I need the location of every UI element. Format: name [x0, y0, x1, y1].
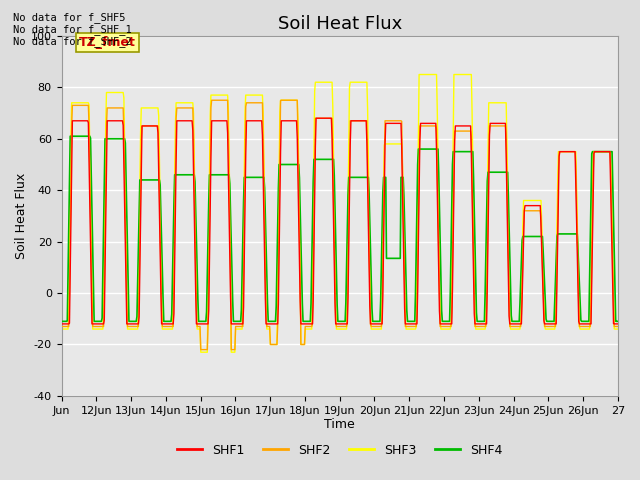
Text: No data for f_SHF_1: No data for f_SHF_1	[13, 24, 132, 35]
SHF3	[123, 285, 131, 290]
SHF4	[67, 133, 74, 139]
SHF3	[275, 224, 282, 229]
SHF2	[58, 324, 65, 329]
Title: Soil Heat Flux: Soil Heat Flux	[278, 15, 402, 33]
SHF2	[430, 123, 438, 129]
SHF4	[429, 146, 436, 152]
SHF3	[398, 141, 406, 147]
SHF1	[312, 115, 320, 121]
Line: SHF2: SHF2	[61, 100, 618, 349]
SHF2	[227, 265, 234, 271]
SHF2	[399, 159, 406, 165]
SHF1	[429, 120, 436, 126]
Line: SHF3: SHF3	[61, 74, 618, 352]
SHF2	[123, 302, 131, 308]
Y-axis label: Soil Heat Flux: Soil Heat Flux	[15, 173, 28, 259]
SHF1	[225, 211, 233, 217]
X-axis label: Time: Time	[324, 419, 355, 432]
SHF1	[614, 321, 621, 327]
SHF2	[254, 100, 262, 106]
SHF4	[398, 174, 406, 180]
SHF3	[614, 326, 621, 332]
Legend: SHF1, SHF2, SHF3, SHF4: SHF1, SHF2, SHF3, SHF4	[172, 439, 508, 462]
SHF1	[58, 321, 65, 327]
SHF3	[430, 72, 438, 77]
Line: SHF1: SHF1	[61, 118, 618, 324]
SHF2	[614, 324, 621, 329]
Text: No data for f_SHF5: No data for f_SHF5	[13, 12, 125, 23]
SHF1	[253, 118, 260, 124]
Text: No data for f_SHF_2: No data for f_SHF_2	[13, 36, 132, 47]
SHF2	[208, 97, 216, 103]
SHF4	[275, 186, 282, 192]
SHF4	[253, 174, 261, 180]
SHF4	[58, 318, 65, 324]
SHF2	[197, 347, 205, 352]
SHF4	[124, 250, 131, 255]
Line: SHF4: SHF4	[61, 136, 618, 321]
Text: TZ_fmet: TZ_fmet	[79, 36, 136, 49]
SHF1	[398, 145, 406, 151]
SHF4	[614, 318, 621, 324]
SHF1	[123, 321, 131, 327]
SHF2	[275, 211, 283, 217]
SHF3	[253, 92, 261, 98]
SHF3	[58, 326, 65, 332]
SHF1	[274, 321, 282, 327]
SHF3	[226, 200, 234, 206]
SHF3	[415, 72, 423, 77]
SHF3	[197, 349, 205, 355]
SHF4	[226, 181, 234, 187]
